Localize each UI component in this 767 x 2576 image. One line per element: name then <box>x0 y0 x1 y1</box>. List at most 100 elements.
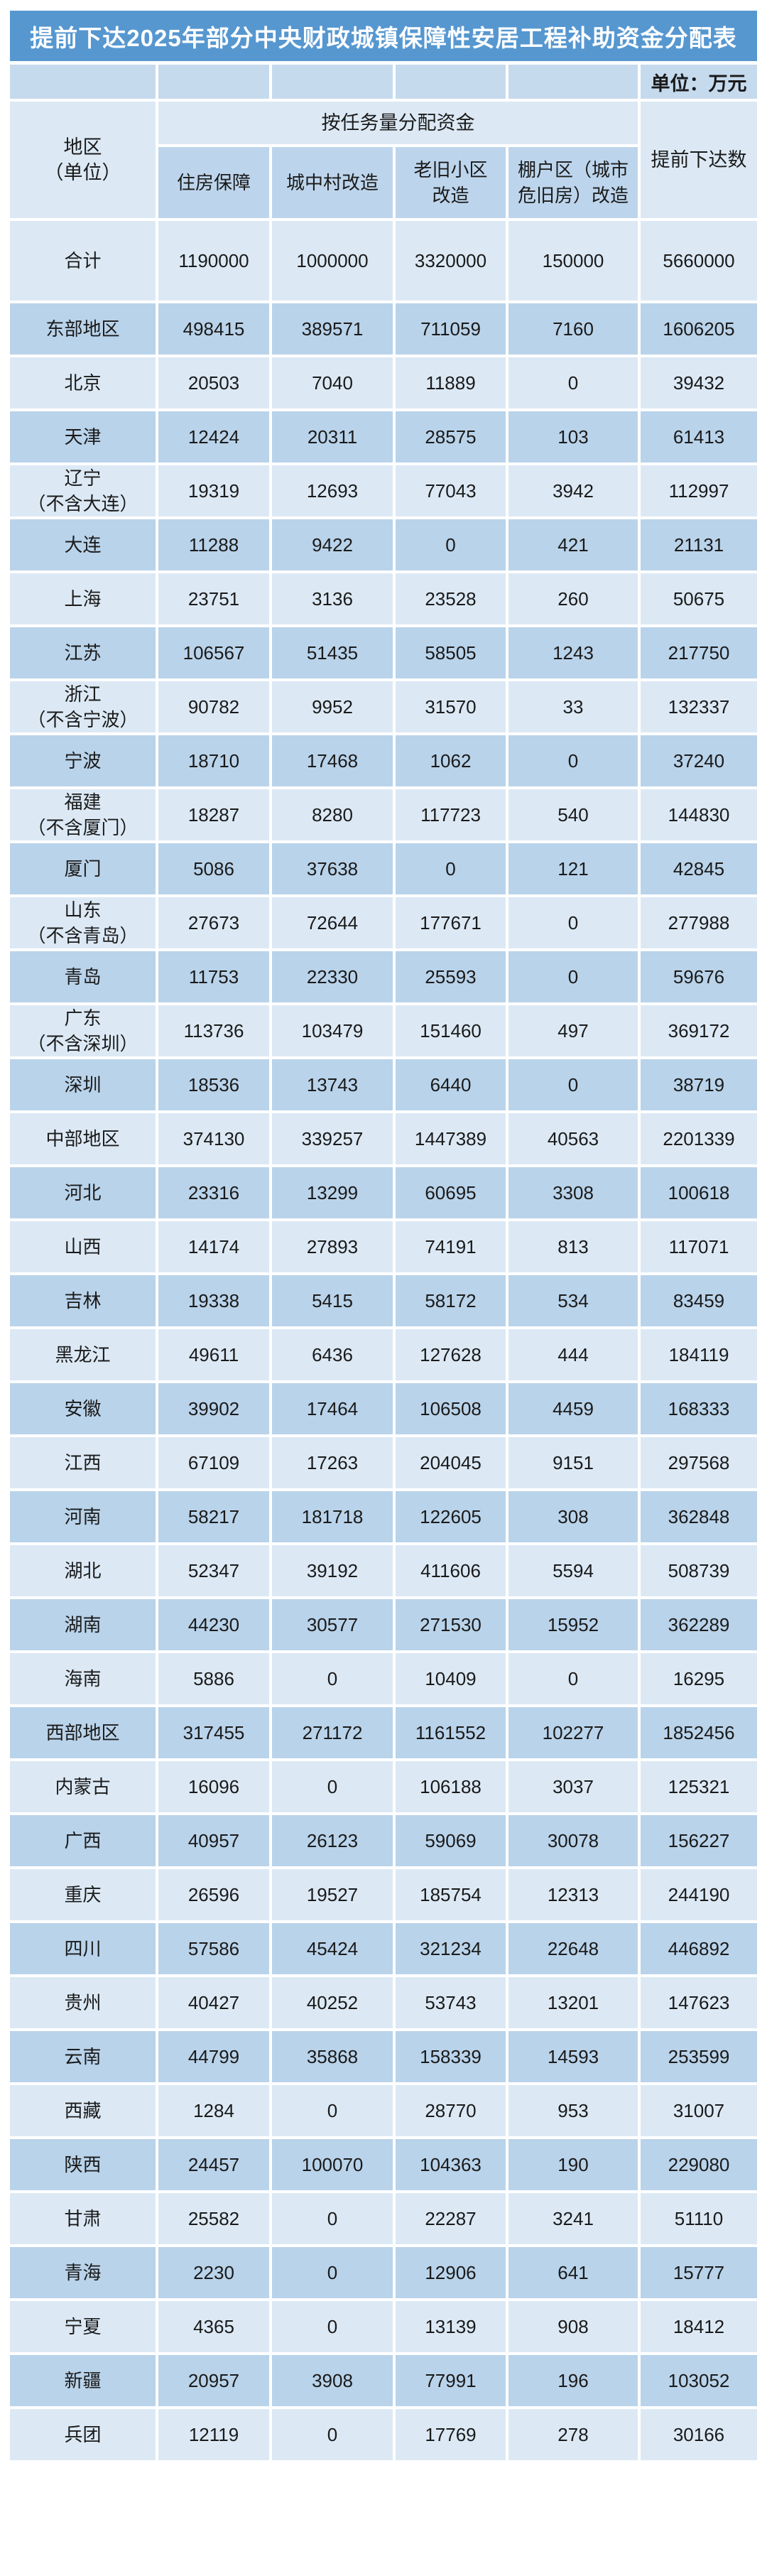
value-shantytown-renovation: 444 <box>508 1329 638 1380</box>
value-urban-village-renovation: 0 <box>272 1653 393 1704</box>
table-row: 西部地区 317455 271172 1161552 102277 185245… <box>10 1707 757 1758</box>
value-urban-village-renovation: 17464 <box>272 1383 393 1434</box>
value-housing-security: 374130 <box>158 1113 269 1164</box>
value-advance-total: 61413 <box>641 411 757 462</box>
region-cell: 江苏 <box>10 627 156 678</box>
table-row: 天津 12424 20311 28575 103 61413 <box>10 411 757 462</box>
region-name: 吉林 <box>64 1290 102 1311</box>
table-row: 甘肃 25582 0 22287 3241 51110 <box>10 2193 757 2244</box>
table-row: 合计 1190000 1000000 3320000 150000 566000… <box>10 221 757 301</box>
value-urban-village-renovation: 6436 <box>272 1329 393 1380</box>
value-old-residential-renovation: 77991 <box>396 2355 506 2406</box>
region-note: （不含大连） <box>27 493 138 514</box>
region-cell: 内蒙古 <box>10 1761 156 1812</box>
value-housing-security: 24457 <box>158 2139 269 2190</box>
region-name: 北京 <box>64 372 102 394</box>
value-urban-village-renovation: 27893 <box>272 1221 393 1272</box>
table-row: 广西 40957 26123 59069 30078 156227 <box>10 1815 757 1866</box>
region-cell: 中部地区 <box>10 1113 156 1164</box>
value-old-residential-renovation: 58172 <box>396 1275 506 1326</box>
region-name: 安徽 <box>64 1398 102 1419</box>
value-urban-village-renovation: 30577 <box>272 1599 393 1650</box>
value-advance-total: 1852456 <box>641 1707 757 1758</box>
region-cell: 新疆 <box>10 2355 156 2406</box>
value-old-residential-renovation: 0 <box>396 519 506 570</box>
header-row-group: 地区 （单位） 按任务量分配资金 提前下达数 <box>10 102 757 218</box>
value-old-residential-renovation: 77043 <box>396 465 506 516</box>
value-old-residential-renovation: 28575 <box>396 411 506 462</box>
region-name: 青海 <box>64 2262 102 2283</box>
value-advance-total: 244190 <box>641 1869 757 1920</box>
table-row: 江西 67109 17263 204045 9151 297568 <box>10 1437 757 1488</box>
value-shantytown-renovation: 0 <box>508 951 638 1002</box>
table-row: 深圳 18536 13743 6440 0 38719 <box>10 1059 757 1110</box>
value-old-residential-renovation: 711059 <box>396 303 506 355</box>
table-row: 安徽 39902 17464 106508 4459 168333 <box>10 1383 757 1434</box>
table-row: 宁夏 4365 0 13139 908 18412 <box>10 2301 757 2352</box>
value-old-residential-renovation: 151460 <box>396 1005 506 1056</box>
value-shantytown-renovation: 260 <box>508 573 638 624</box>
region-cell: 黑龙江 <box>10 1329 156 1380</box>
table-body: 合计 1190000 1000000 3320000 150000 566000… <box>10 221 757 2460</box>
value-old-residential-renovation: 411606 <box>396 1545 506 1596</box>
region-cell: 辽宁 （不含大连） <box>10 465 156 516</box>
region-cell: 大连 <box>10 519 156 570</box>
value-urban-village-renovation: 100070 <box>272 2139 393 2190</box>
value-advance-total: 369172 <box>641 1005 757 1056</box>
region-cell: 云南 <box>10 2031 156 2082</box>
table-row: 云南 44799 35868 158339 14593 253599 <box>10 2031 757 2082</box>
table-row: 宁波 18710 17468 1062 0 37240 <box>10 735 757 786</box>
value-advance-total: 144830 <box>641 789 757 840</box>
value-old-residential-renovation: 11889 <box>396 357 506 408</box>
value-shantytown-renovation: 540 <box>508 789 638 840</box>
value-old-residential-renovation: 23528 <box>396 573 506 624</box>
table-row: 兵团 12119 0 17769 278 30166 <box>10 2409 757 2460</box>
page: 提前下达2025年部分中央财政城镇保障性安居工程补助资金分配表 单位：万元 地区… <box>10 11 757 2460</box>
table-row: 新疆 20957 3908 77991 196 103052 <box>10 2355 757 2406</box>
value-old-residential-renovation: 60695 <box>396 1167 506 1218</box>
value-housing-security: 1284 <box>158 2085 269 2136</box>
value-housing-security: 23751 <box>158 573 269 624</box>
region-name: 黑龙江 <box>55 1344 111 1365</box>
table-row: 中部地区 374130 339257 1447389 40563 2201339 <box>10 1113 757 1164</box>
table-row: 陕西 24457 100070 104363 190 229080 <box>10 2139 757 2190</box>
value-old-residential-renovation: 1447389 <box>396 1113 506 1164</box>
value-shantytown-renovation: 190 <box>508 2139 638 2190</box>
value-housing-security: 49611 <box>158 1329 269 1380</box>
value-urban-village-renovation: 20311 <box>272 411 393 462</box>
value-urban-village-renovation: 12693 <box>272 465 393 516</box>
value-housing-security: 498415 <box>158 303 269 355</box>
value-shantytown-renovation: 908 <box>508 2301 638 2352</box>
value-housing-security: 18710 <box>158 735 269 786</box>
value-advance-total: 117071 <box>641 1221 757 1272</box>
region-name: 大连 <box>64 534 102 556</box>
value-shantytown-renovation: 641 <box>508 2247 638 2298</box>
table-row: 河南 58217 181718 122605 308 362848 <box>10 1491 757 1542</box>
value-old-residential-renovation: 1062 <box>396 735 506 786</box>
region-cell: 河北 <box>10 1167 156 1218</box>
region-name: 兵团 <box>64 2424 102 2445</box>
value-urban-village-renovation: 271172 <box>272 1707 393 1758</box>
value-shantytown-renovation: 0 <box>508 1059 638 1110</box>
region-name: 云南 <box>64 2046 102 2067</box>
value-advance-total: 39432 <box>641 357 757 408</box>
region-note: （不含深圳） <box>27 1033 138 1054</box>
value-shantytown-renovation: 1243 <box>508 627 638 678</box>
value-shantytown-renovation: 308 <box>508 1491 638 1542</box>
value-urban-village-renovation: 37638 <box>272 843 393 894</box>
value-advance-total: 125321 <box>641 1761 757 1812</box>
value-shantytown-renovation: 103 <box>508 411 638 462</box>
value-shantytown-renovation: 121 <box>508 843 638 894</box>
region-name: 西部地区 <box>45 1722 120 1743</box>
value-urban-village-renovation: 181718 <box>272 1491 393 1542</box>
region-name: 广西 <box>64 1830 102 1851</box>
value-advance-total: 5660000 <box>641 221 757 301</box>
region-cell: 青海 <box>10 2247 156 2298</box>
value-housing-security: 5886 <box>158 1653 269 1704</box>
task-allocation-group-header: 按任务量分配资金 <box>158 102 638 144</box>
table-row: 吉林 19338 5415 58172 534 83459 <box>10 1275 757 1326</box>
unit-row-cell <box>158 65 269 99</box>
value-urban-village-renovation: 3136 <box>272 573 393 624</box>
value-shantytown-renovation: 3942 <box>508 465 638 516</box>
value-housing-security: 90782 <box>158 681 269 732</box>
